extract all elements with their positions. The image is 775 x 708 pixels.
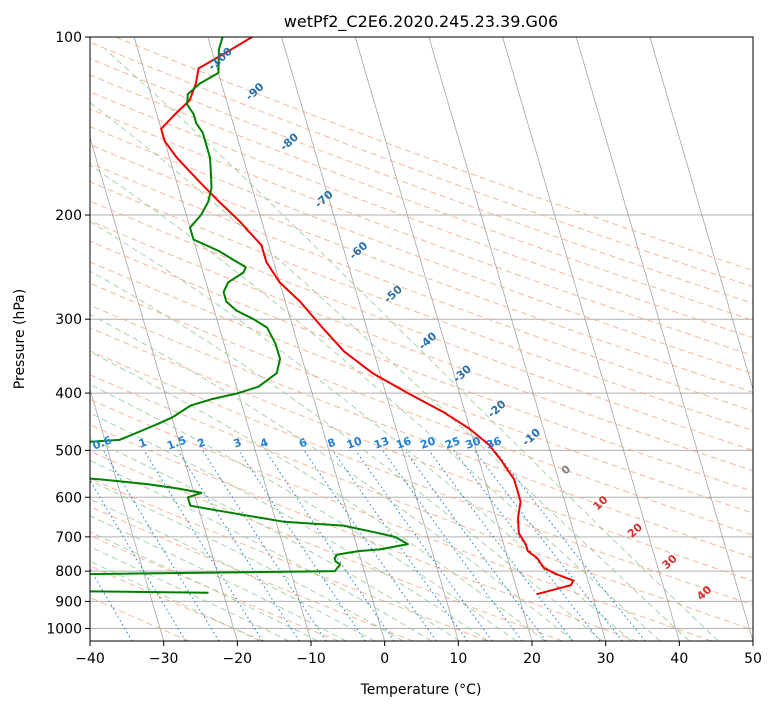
y-tick-label: 700 bbox=[55, 530, 82, 546]
temperature-profile-line bbox=[160, 37, 575, 596]
plot-frame bbox=[89, 36, 754, 642]
dry-adiabat-line bbox=[90, 374, 753, 631]
adiabat-layer bbox=[90, 37, 753, 641]
mixing-ratio-label: 8 bbox=[326, 436, 338, 451]
mixing-ratio-label: 30 bbox=[464, 434, 483, 452]
moist-adiabat-line bbox=[90, 412, 489, 641]
moist-adiabat-line bbox=[90, 515, 347, 641]
mixing-ratio-line bbox=[303, 450, 437, 641]
dry-adiabat-line bbox=[90, 350, 753, 606]
mixing-ratio-label: 16 bbox=[394, 434, 413, 452]
dry-adiabat-line bbox=[90, 126, 753, 375]
moist-adiabat-line bbox=[90, 313, 574, 641]
mixing-ratio-label: 10 bbox=[345, 434, 364, 452]
x-tick-label: −20 bbox=[223, 651, 253, 667]
moist-adiabat-line bbox=[90, 164, 661, 641]
y-tick-label: 300 bbox=[55, 312, 82, 328]
y-tick-label: 900 bbox=[55, 594, 82, 610]
x-tick-label: −30 bbox=[149, 651, 179, 667]
moist-adiabat-line bbox=[90, 384, 517, 641]
mixing-ratio-line bbox=[102, 450, 220, 641]
mixing-ratio-label: 13 bbox=[372, 434, 391, 451]
x-tick-label: 0 bbox=[380, 651, 389, 667]
moist-adiabat-line bbox=[90, 437, 460, 641]
dry-adiabat-line bbox=[90, 108, 753, 357]
mixing-ratio-label: 6 bbox=[297, 436, 309, 451]
dry-adiabat-line bbox=[90, 596, 190, 641]
isotherm-line bbox=[428, 37, 607, 641]
chart-title: wetPf2_C2E6.2020.245.23.39.G06 bbox=[284, 12, 558, 32]
moist-adiabat-line bbox=[90, 459, 432, 641]
mixing-ratio-line bbox=[202, 450, 327, 641]
x-tick-label: 10 bbox=[449, 651, 467, 667]
mixing-ratio-layer bbox=[90, 450, 646, 641]
dry-adiabat-line bbox=[90, 181, 753, 432]
dry-adiabat-line bbox=[90, 74, 753, 321]
x-tick-label: 50 bbox=[744, 651, 762, 667]
mixing-ratio-line bbox=[264, 450, 395, 641]
mixing-ratio-label: 4 bbox=[258, 436, 270, 451]
x-tick-label: 40 bbox=[670, 651, 688, 667]
mixing-ratio-label: 1 bbox=[137, 436, 149, 451]
mixing-ratio-label: 0.6 bbox=[91, 434, 114, 453]
y-tick-label: 400 bbox=[55, 386, 82, 402]
isotherm-line bbox=[502, 37, 680, 641]
mixing-ratio-label: 1.5 bbox=[165, 434, 188, 453]
x-axis-label: Temperature (°C) bbox=[360, 682, 482, 698]
mixing-ratio-line bbox=[90, 479, 187, 641]
moist-adiabat-line bbox=[90, 102, 690, 641]
dry-adiabat-line bbox=[90, 505, 414, 641]
x-tick-label: 30 bbox=[597, 651, 615, 667]
y-tick-label: 200 bbox=[55, 208, 82, 224]
isotherm-line bbox=[90, 387, 165, 641]
mixing-ratio-line bbox=[177, 450, 300, 641]
y-axis-label: Pressure (hPa) bbox=[12, 289, 28, 389]
y-tick-label: 500 bbox=[55, 443, 82, 459]
moist-adiabat-line bbox=[90, 270, 603, 641]
mixing-ratio-label: 3 bbox=[232, 436, 244, 451]
isotherm-line bbox=[575, 37, 753, 641]
isotherm-line bbox=[207, 37, 386, 641]
isotherm-line bbox=[90, 136, 238, 641]
dry-adiabat-line bbox=[90, 220, 753, 472]
mixing-ratio-line bbox=[473, 450, 623, 641]
x-tick-label: 20 bbox=[523, 651, 541, 667]
x-tick-label: −10 bbox=[296, 651, 326, 667]
mixing-ratio-label: 36 bbox=[484, 434, 503, 452]
mixing-ratio-line bbox=[143, 450, 264, 641]
mixing-ratio-line bbox=[428, 450, 574, 641]
x-tick-label: −40 bbox=[75, 651, 105, 667]
dry-adiabat-line bbox=[90, 162, 753, 412]
y-tick-label: 100 bbox=[55, 30, 82, 46]
mixing-ratio-label: 20 bbox=[418, 434, 437, 452]
mixing-ratio-label: 25 bbox=[443, 434, 462, 451]
isotherm-line bbox=[649, 37, 753, 391]
dewpoint-profile-line bbox=[90, 37, 409, 594]
y-tick-label: 800 bbox=[55, 564, 82, 580]
y-tick-label: 1000 bbox=[46, 621, 82, 637]
moist-adiabat-line bbox=[105, 49, 719, 641]
mixing-ratio-line bbox=[90, 567, 133, 641]
moist-adiabat-line bbox=[90, 531, 319, 641]
dry-adiabat-line bbox=[90, 41, 753, 288]
series-layer bbox=[90, 37, 575, 596]
moist-adiabat-line bbox=[90, 480, 404, 641]
y-tick-label: 600 bbox=[55, 490, 82, 506]
dry-adiabat-line bbox=[90, 424, 638, 641]
mixing-ratio-line bbox=[494, 450, 646, 641]
dry-adiabat-line bbox=[90, 450, 563, 641]
mixing-ratio-line bbox=[332, 450, 468, 641]
mixing-ratio-line bbox=[238, 450, 366, 641]
dry-adiabat-line bbox=[90, 398, 712, 641]
mixing-ratio-label: 2 bbox=[195, 436, 207, 451]
dry-adiabat-line bbox=[90, 240, 753, 493]
isotherm-line bbox=[281, 37, 459, 641]
moist-adiabat-line bbox=[90, 220, 632, 641]
